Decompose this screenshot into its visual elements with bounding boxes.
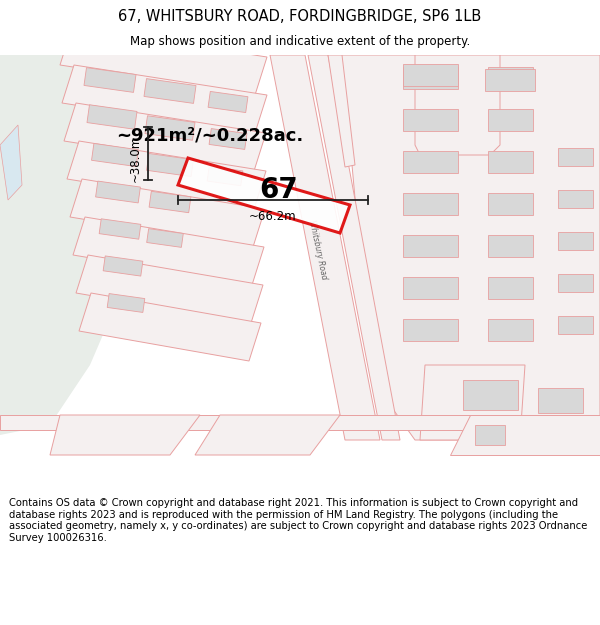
- Polygon shape: [487, 235, 533, 257]
- Polygon shape: [60, 27, 267, 95]
- Polygon shape: [328, 55, 355, 167]
- Text: 67, WHITSBURY ROAD, FORDINGBRIDGE, SP6 1LB: 67, WHITSBURY ROAD, FORDINGBRIDGE, SP6 1…: [118, 9, 482, 24]
- Polygon shape: [403, 67, 458, 89]
- Polygon shape: [67, 141, 266, 209]
- Polygon shape: [0, 415, 600, 430]
- Polygon shape: [107, 294, 145, 312]
- Text: Whitsbury Road: Whitsbury Road: [307, 219, 329, 281]
- Polygon shape: [487, 193, 533, 215]
- Text: Map shows position and indicative extent of the property.: Map shows position and indicative extent…: [130, 35, 470, 48]
- Polygon shape: [487, 109, 533, 131]
- Polygon shape: [485, 69, 535, 91]
- Polygon shape: [144, 79, 196, 103]
- Text: Contains OS data © Crown copyright and database right 2021. This information is : Contains OS data © Crown copyright and d…: [9, 498, 587, 543]
- Polygon shape: [487, 277, 533, 299]
- Polygon shape: [403, 235, 458, 257]
- Polygon shape: [195, 415, 340, 455]
- Polygon shape: [487, 67, 533, 89]
- Polygon shape: [340, 55, 600, 440]
- Polygon shape: [208, 91, 248, 112]
- Polygon shape: [209, 129, 247, 149]
- Polygon shape: [145, 116, 195, 140]
- Polygon shape: [487, 319, 533, 341]
- Polygon shape: [475, 425, 505, 445]
- Polygon shape: [64, 103, 266, 171]
- Polygon shape: [0, 125, 22, 200]
- Polygon shape: [0, 55, 145, 435]
- Polygon shape: [87, 105, 137, 129]
- Text: 67: 67: [260, 176, 298, 204]
- Polygon shape: [103, 256, 143, 276]
- Polygon shape: [557, 274, 593, 292]
- Polygon shape: [538, 388, 583, 412]
- Polygon shape: [463, 380, 517, 410]
- Polygon shape: [557, 316, 593, 334]
- Polygon shape: [146, 154, 193, 176]
- Polygon shape: [270, 55, 380, 440]
- Polygon shape: [308, 55, 400, 440]
- Polygon shape: [420, 365, 525, 440]
- Text: ~66.2m: ~66.2m: [249, 209, 297, 222]
- Text: ~38.0m: ~38.0m: [128, 135, 142, 182]
- Polygon shape: [403, 64, 458, 86]
- Polygon shape: [178, 158, 350, 233]
- Polygon shape: [403, 193, 458, 215]
- Polygon shape: [99, 219, 141, 239]
- Polygon shape: [415, 55, 500, 155]
- Polygon shape: [149, 191, 191, 213]
- Polygon shape: [95, 181, 140, 203]
- Text: ~921m²/~0.228ac.: ~921m²/~0.228ac.: [116, 126, 304, 144]
- Polygon shape: [79, 293, 261, 361]
- Polygon shape: [207, 166, 243, 186]
- Polygon shape: [487, 151, 533, 173]
- Polygon shape: [450, 415, 600, 455]
- Polygon shape: [557, 190, 593, 208]
- Polygon shape: [50, 415, 200, 455]
- Polygon shape: [403, 151, 458, 173]
- Polygon shape: [146, 229, 184, 248]
- Polygon shape: [557, 148, 593, 166]
- Polygon shape: [403, 277, 458, 299]
- Polygon shape: [76, 255, 263, 323]
- Polygon shape: [557, 232, 593, 250]
- Polygon shape: [92, 144, 139, 166]
- Polygon shape: [84, 68, 136, 92]
- Polygon shape: [403, 109, 458, 131]
- Polygon shape: [403, 319, 458, 341]
- Polygon shape: [73, 217, 264, 285]
- Polygon shape: [70, 179, 265, 247]
- Polygon shape: [62, 65, 267, 133]
